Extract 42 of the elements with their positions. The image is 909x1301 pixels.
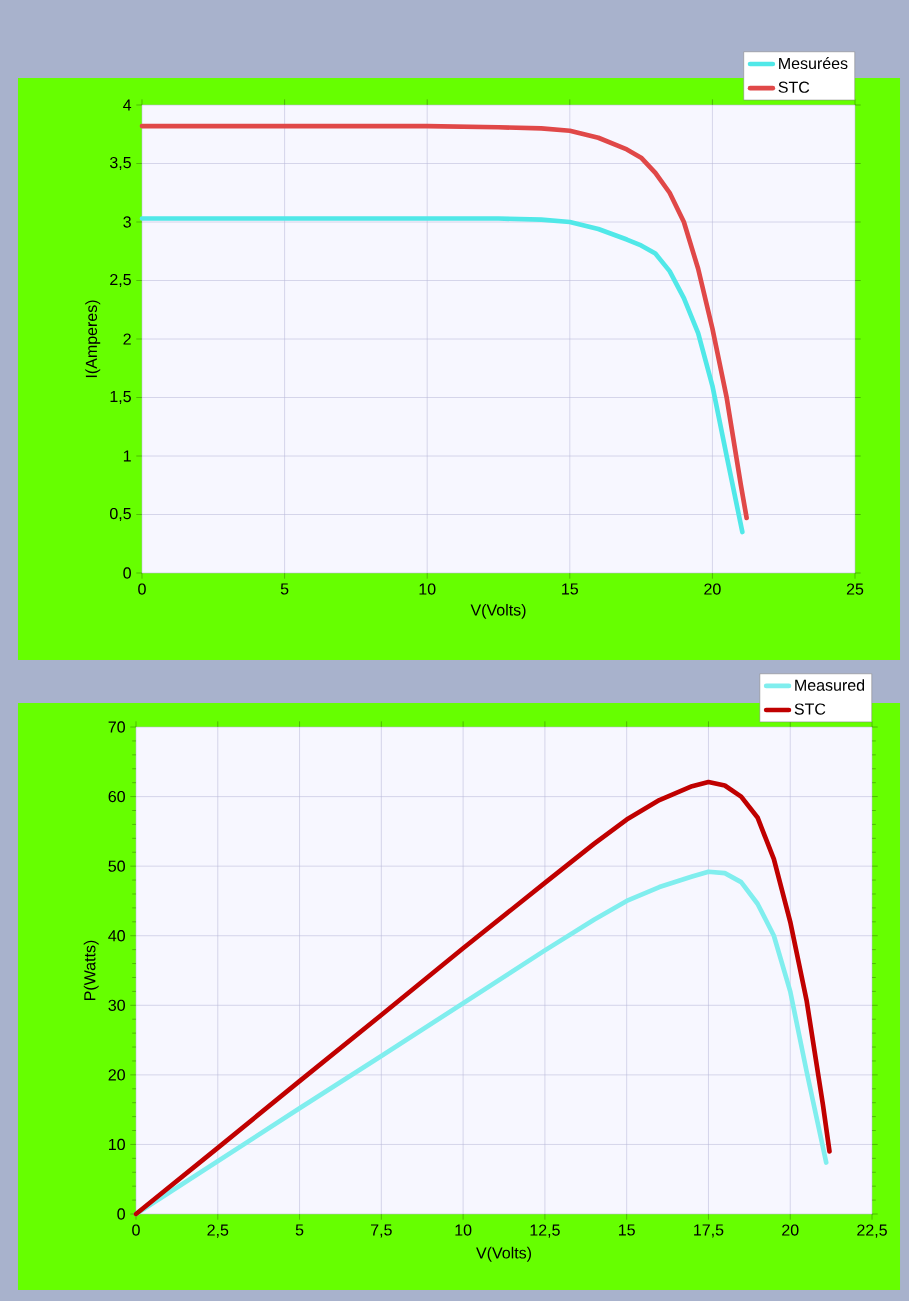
- line-series: [133, 779, 832, 1217]
- x-tick-label: 12,5: [530, 1224, 560, 1238]
- y-axis-title: I(Amperes): [85, 300, 101, 378]
- y-tick-label: 70: [108, 721, 125, 733]
- y-tick-label: 30: [108, 999, 125, 1011]
- legend-label: Measured: [795, 679, 865, 691]
- x-tick-label: 22,5: [857, 1224, 887, 1238]
- y-tick-label: 10: [109, 1138, 125, 1151]
- x-tick-label: 2,5: [207, 1224, 229, 1238]
- y-tick-label: 0: [123, 567, 131, 579]
- y-tick-label: 1: [123, 450, 131, 462]
- x-tick-label: 7,5: [371, 1224, 392, 1238]
- x-tick-label: 15: [618, 1224, 635, 1236]
- legend-label: STC: [778, 81, 810, 93]
- y-tick-label: 3: [123, 216, 131, 228]
- y-tick-label: 4: [123, 99, 132, 111]
- x-tick-label: 20: [782, 1224, 799, 1236]
- legend-label: Mesurées: [779, 57, 848, 70]
- y-tick-label: 2,5: [110, 273, 131, 288]
- y-tick-label: 1,5: [110, 390, 131, 405]
- legend-label: STC: [794, 703, 826, 715]
- y-tick-label: 0,5: [109, 507, 131, 522]
- x-tick-label: 0: [138, 583, 146, 595]
- y-tick-label: 0: [117, 1208, 125, 1220]
- x-tick-label: 5: [280, 583, 289, 595]
- x-tick-label: 25: [846, 583, 864, 595]
- x-axis-title: V(Volts): [470, 603, 526, 619]
- y-tick-label: 3,5: [109, 156, 131, 171]
- x-tick-label: 17,5: [694, 1224, 724, 1238]
- x-tick-label: 0: [132, 1224, 140, 1236]
- y-tick-label: 40: [108, 930, 125, 942]
- y-axis-title: P(Watts): [83, 940, 99, 1001]
- x-tick-label: 5: [295, 1224, 304, 1236]
- y-tick-label: 50: [108, 860, 125, 872]
- y-tick-label: 2: [123, 333, 131, 345]
- y-tick-label: 20: [108, 1069, 125, 1081]
- x-axis-title: V(Volts): [476, 1246, 532, 1262]
- x-tick-label: 20: [704, 583, 721, 595]
- x-tick-label: 10: [455, 1224, 472, 1236]
- x-tick-label: 15: [562, 583, 579, 595]
- y-tick-label: 60: [108, 790, 125, 803]
- x-tick-label: 10: [419, 583, 436, 595]
